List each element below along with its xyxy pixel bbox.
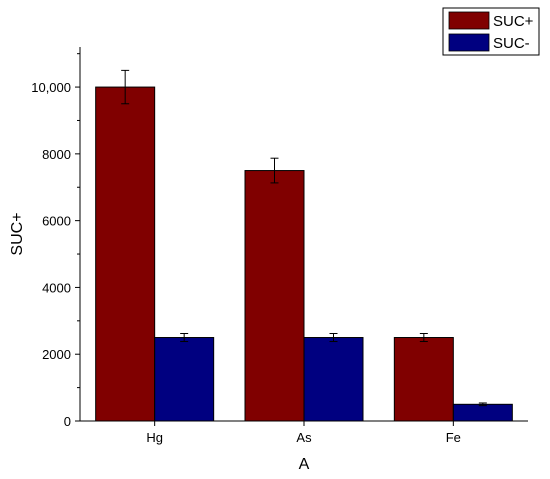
plot-area: 0 2000 4000 6000 8000 10,000 Hg As Fe bbox=[31, 47, 528, 445]
x-tick-label: Hg bbox=[146, 430, 163, 445]
bar bbox=[452, 403, 513, 422]
x-tick-label: Fe bbox=[446, 430, 461, 445]
y-axis-title: SUC+ bbox=[9, 212, 26, 255]
legend-label-suc-minus: SUC- bbox=[493, 35, 530, 52]
legend: SUC+ SUC- bbox=[442, 7, 540, 56]
bar bbox=[244, 170, 305, 422]
bars bbox=[95, 86, 513, 422]
bar bbox=[303, 337, 364, 422]
y-tick-label: 2000 bbox=[42, 347, 71, 362]
legend-swatch-suc-plus bbox=[448, 11, 490, 30]
legend-label-suc-plus: SUC+ bbox=[493, 13, 534, 30]
y-tick-label: 8000 bbox=[42, 147, 71, 162]
bar bbox=[95, 86, 156, 422]
x-axis-title: A bbox=[299, 456, 310, 473]
bar bbox=[393, 337, 454, 422]
y-tick-label: 10,000 bbox=[31, 80, 71, 95]
error-bars bbox=[121, 69, 487, 407]
y-tick-label: 6000 bbox=[42, 214, 71, 229]
x-ticks: Hg As Fe bbox=[146, 421, 461, 445]
y-tick-label: 4000 bbox=[42, 280, 71, 295]
x-tick-label: As bbox=[296, 430, 312, 445]
bar bbox=[154, 337, 215, 422]
legend-swatch-suc-minus bbox=[448, 33, 490, 52]
y-tick-label: 0 bbox=[64, 414, 71, 429]
y-ticks: 0 2000 4000 6000 8000 10,000 bbox=[31, 53, 80, 429]
